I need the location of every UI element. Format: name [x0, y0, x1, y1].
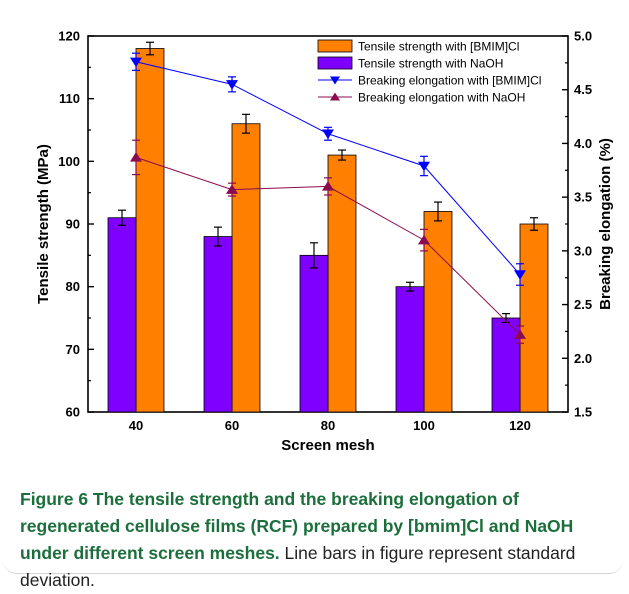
x-tick-label: 60 [225, 418, 239, 433]
point-bmimcl [418, 161, 430, 172]
legend-swatch [317, 56, 353, 70]
figure-caption: Figure 6 The tensile strength and the br… [20, 486, 615, 594]
bar-bmimcl [327, 154, 357, 413]
legend-marker [330, 92, 340, 101]
bar-bmimcl [231, 123, 261, 413]
bar-naoh [299, 254, 329, 413]
legend-label: Breaking elongation with [BMIM]Cl [358, 74, 541, 88]
bar-bmimcl [519, 223, 549, 413]
y-right-tick-label: 2.5 [574, 297, 592, 312]
point-bmimcl [322, 129, 334, 140]
y-left-tick-label: 120 [58, 29, 80, 44]
bar-naoh [203, 236, 233, 413]
chart: 60 70 80 90 100 110 120 1.5 2.0 2.5 3.0 3.5 4.0 4.5 5.… [35, 29, 614, 455]
y-right-tick-label: 4.5 [574, 82, 592, 97]
x-axis-title: Screen mesh [281, 437, 374, 454]
point-naoh [514, 329, 526, 339]
bar-naoh [395, 286, 425, 413]
y-left-tick-label: 60 [66, 405, 80, 420]
y-right-axis-title: Breaking elongation (%) [597, 138, 614, 310]
legend-swatch [317, 39, 353, 53]
y-right-tick-label: 5.0 [574, 29, 592, 44]
y-right-tick-label: 2.0 [574, 351, 592, 366]
x-tick-label: 120 [509, 418, 531, 433]
y-left-tick-label: 90 [66, 217, 80, 232]
caption-title: Figure 6 The tensile strength and the br… [20, 489, 574, 563]
x-tick-label: 80 [321, 418, 335, 433]
plot-area: 60 70 80 90 100 110 120 1.5 2.0 2.5 3.0 3.5 4.0 4.5 5.… [35, 29, 614, 455]
y-left-axis-title: Tensile strength (MPa) [35, 144, 52, 304]
y-right-tick-label: 3.0 [574, 243, 592, 258]
legend-label: Breaking elongation with NaOH [358, 91, 525, 105]
legend-label: Tensile strength with [BMIM]Cl [358, 40, 519, 54]
figure-frame [3, 2, 623, 574]
point-naoh [130, 151, 142, 162]
point-naoh [322, 181, 334, 191]
legend-label: Tensile strength with NaOH [358, 57, 503, 71]
y-left-tick-label: 110 [59, 91, 80, 106]
x-tick-label: 100 [413, 418, 435, 433]
legend-marker [330, 76, 340, 85]
y-right-tick-label: 3.5 [574, 190, 592, 205]
bar-bmimcl [135, 48, 165, 413]
y-left-tick-label: 100 [58, 154, 80, 169]
point-naoh [418, 234, 430, 245]
y-left-tick-label: 70 [66, 342, 80, 357]
bar-naoh [107, 217, 137, 413]
x-tick-label: 40 [129, 418, 143, 433]
point-bmimcl [226, 80, 238, 90]
y-right-tick-label: 4.0 [574, 136, 592, 151]
y-right-tick-label: 1.5 [574, 405, 592, 420]
point-naoh [226, 184, 238, 194]
point-bmimcl [130, 57, 142, 68]
bar-naoh [491, 317, 521, 413]
y-left-tick-label: 80 [66, 279, 80, 294]
point-bmimcl [514, 270, 526, 280]
